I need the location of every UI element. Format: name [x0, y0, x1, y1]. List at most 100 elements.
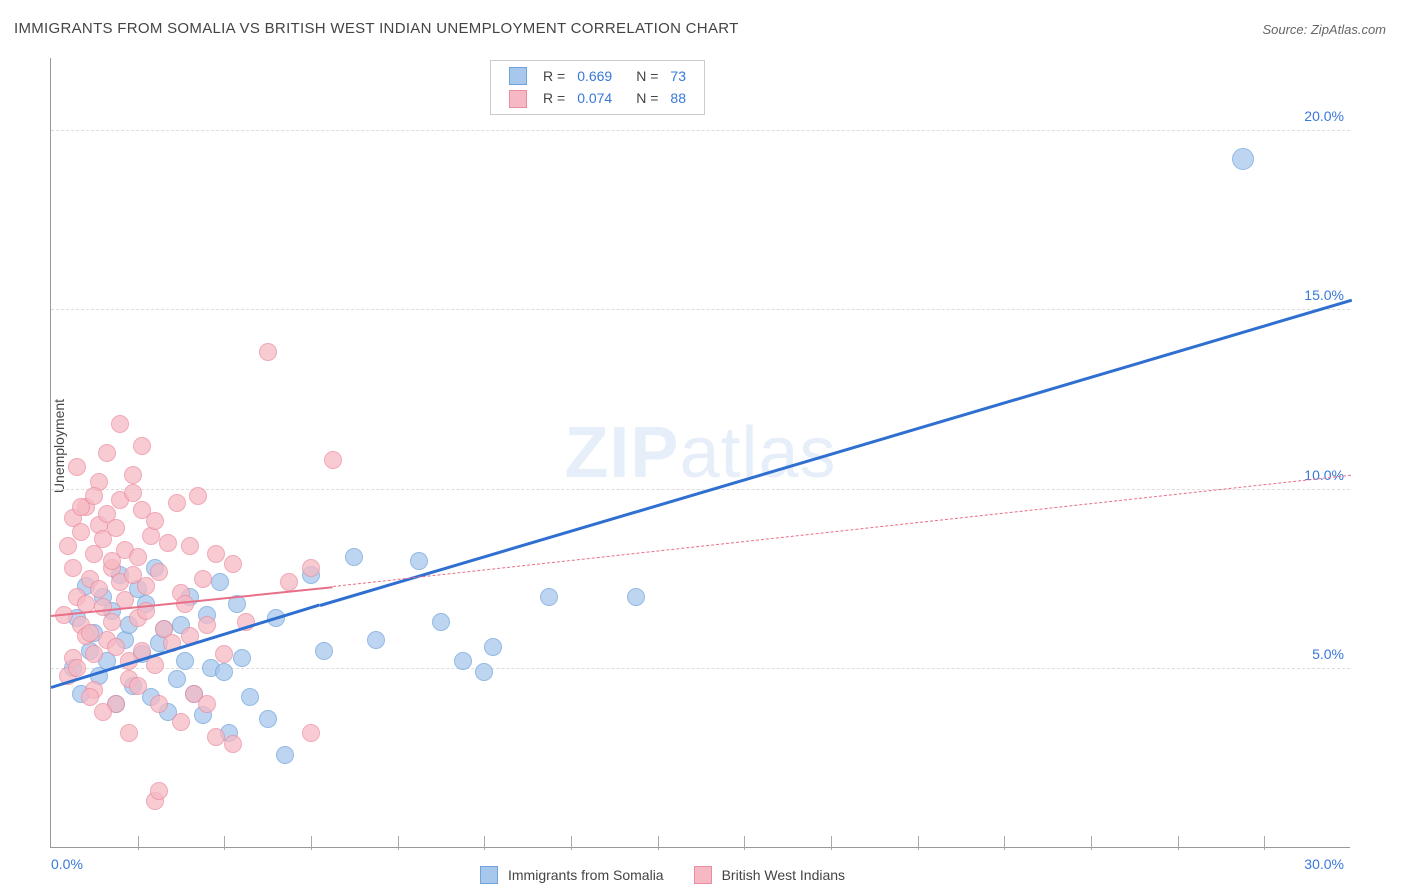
x-tick	[484, 836, 485, 850]
data-point	[85, 645, 103, 663]
data-point	[194, 570, 212, 588]
plot-area: ZIPatlas 5.0%10.0%15.0%20.0%0.0%30.0%	[50, 58, 1350, 848]
data-point	[81, 624, 99, 642]
data-point	[72, 523, 90, 541]
data-point	[207, 728, 225, 746]
data-point	[207, 545, 225, 563]
data-point	[159, 534, 177, 552]
correlation-chart: IMMIGRANTS FROM SOMALIA VS BRITISH WEST …	[0, 0, 1406, 892]
data-point	[241, 688, 259, 706]
data-point	[181, 537, 199, 555]
x-tick	[831, 836, 832, 850]
data-point	[215, 663, 233, 681]
data-point	[259, 710, 277, 728]
data-point	[59, 537, 77, 555]
data-point	[81, 688, 99, 706]
data-point	[98, 444, 116, 462]
x-tick	[224, 836, 225, 850]
data-point	[124, 466, 142, 484]
data-point	[172, 713, 190, 731]
data-point	[150, 695, 168, 713]
data-point	[233, 649, 251, 667]
chart-title: IMMIGRANTS FROM SOMALIA VS BRITISH WEST …	[14, 20, 739, 37]
y-tick-label: 20.0%	[1304, 108, 1344, 124]
x-tick	[1178, 836, 1179, 850]
x-tick	[398, 836, 399, 850]
data-point	[111, 415, 129, 433]
data-point	[324, 451, 342, 469]
legend-swatch	[509, 67, 527, 85]
data-point	[103, 552, 121, 570]
watermark: ZIPatlas	[564, 412, 836, 494]
data-point	[432, 613, 450, 631]
data-point	[484, 638, 502, 656]
series-legend: Immigrants from Somalia British West Indi…	[480, 866, 845, 884]
data-point	[302, 724, 320, 742]
data-point	[410, 552, 428, 570]
x-tick-label: 30.0%	[1304, 856, 1344, 872]
data-point	[103, 613, 121, 631]
x-tick	[744, 836, 745, 850]
data-point	[276, 746, 294, 764]
trend-line	[319, 299, 1351, 607]
data-point	[94, 703, 112, 721]
data-point	[68, 458, 86, 476]
trend-line	[333, 475, 1351, 587]
legend-item: Immigrants from Somalia	[480, 866, 664, 884]
legend-row: R =0.669N =73	[503, 65, 692, 87]
data-point	[345, 548, 363, 566]
data-point	[150, 563, 168, 581]
gridline	[51, 309, 1350, 310]
legend-swatch	[480, 866, 498, 884]
data-point	[129, 677, 147, 695]
data-point	[211, 573, 229, 591]
data-point	[627, 588, 645, 606]
data-point	[367, 631, 385, 649]
data-point	[133, 437, 151, 455]
data-point	[124, 484, 142, 502]
y-tick-label: 10.0%	[1304, 467, 1344, 483]
data-point	[302, 559, 320, 577]
data-point	[168, 670, 186, 688]
data-point	[1232, 148, 1254, 170]
legend-swatch	[694, 866, 712, 884]
legend-item: British West Indians	[694, 866, 845, 884]
data-point	[189, 487, 207, 505]
data-point	[64, 559, 82, 577]
x-tick	[138, 836, 139, 850]
y-tick-label: 5.0%	[1312, 646, 1344, 662]
x-tick	[311, 836, 312, 850]
data-point	[454, 652, 472, 670]
data-point	[146, 512, 164, 530]
data-point	[90, 580, 108, 598]
data-point	[259, 343, 277, 361]
data-point	[280, 573, 298, 591]
data-point	[137, 577, 155, 595]
x-tick	[1004, 836, 1005, 850]
x-tick	[918, 836, 919, 850]
y-tick-label: 15.0%	[1304, 287, 1344, 303]
gridline	[51, 130, 1350, 131]
data-point	[107, 519, 125, 537]
data-point	[540, 588, 558, 606]
data-point	[224, 555, 242, 573]
x-tick	[658, 836, 659, 850]
data-point	[198, 616, 216, 634]
data-point	[475, 663, 493, 681]
data-point	[150, 782, 168, 800]
gridline	[51, 489, 1350, 490]
x-tick-label: 0.0%	[51, 856, 83, 872]
data-point	[198, 695, 216, 713]
x-tick	[1091, 836, 1092, 850]
data-point	[176, 652, 194, 670]
x-tick	[1264, 836, 1265, 850]
data-point	[72, 498, 90, 516]
legend-row: R =0.074N =88	[503, 87, 692, 109]
source-attribution: Source: ZipAtlas.com	[1262, 22, 1386, 37]
data-point	[224, 735, 242, 753]
data-point	[168, 494, 186, 512]
stats-legend: R =0.669N =73R =0.074N =88	[490, 60, 705, 115]
legend-swatch	[509, 90, 527, 108]
data-point	[215, 645, 233, 663]
gridline	[51, 668, 1350, 669]
